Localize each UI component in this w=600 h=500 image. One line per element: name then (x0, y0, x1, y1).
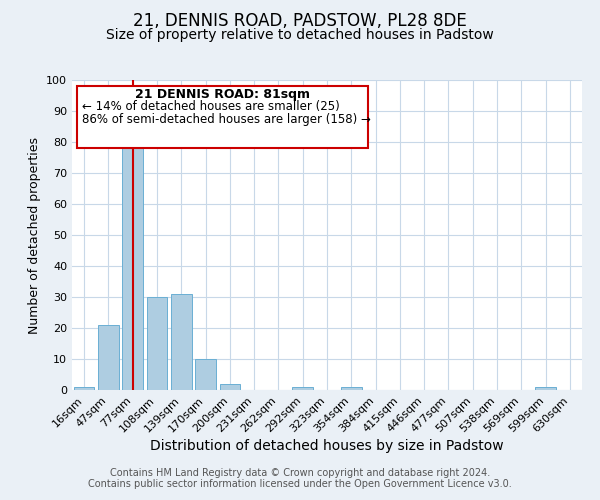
Bar (341, 387, 362, 390)
X-axis label: Distribution of detached houses by size in Padstow: Distribution of detached houses by size … (150, 440, 504, 454)
Bar (146, 297, 167, 390)
Text: Contains public sector information licensed under the Open Government Licence v3: Contains public sector information licen… (88, 479, 512, 489)
Text: Size of property relative to detached houses in Padstow: Size of property relative to detached ho… (106, 28, 494, 42)
Text: Contains HM Land Registry data © Crown copyright and database right 2024.: Contains HM Land Registry data © Crown c… (110, 468, 490, 477)
Bar (292, 387, 313, 390)
Bar (98, 325, 119, 390)
Bar (122, 142, 143, 390)
Bar (171, 294, 191, 390)
Y-axis label: Number of detached properties: Number of detached properties (28, 136, 41, 334)
Bar (535, 387, 556, 390)
Bar (74, 387, 94, 390)
Bar (220, 384, 240, 390)
FancyBboxPatch shape (77, 86, 368, 148)
Text: ← 14% of detached houses are smaller (25): ← 14% of detached houses are smaller (25… (82, 100, 340, 113)
Text: 21 DENNIS ROAD: 81sqm: 21 DENNIS ROAD: 81sqm (135, 88, 310, 101)
Bar (195, 359, 216, 390)
Text: 21, DENNIS ROAD, PADSTOW, PL28 8DE: 21, DENNIS ROAD, PADSTOW, PL28 8DE (133, 12, 467, 30)
Text: 86% of semi-detached houses are larger (158) →: 86% of semi-detached houses are larger (… (82, 112, 371, 126)
